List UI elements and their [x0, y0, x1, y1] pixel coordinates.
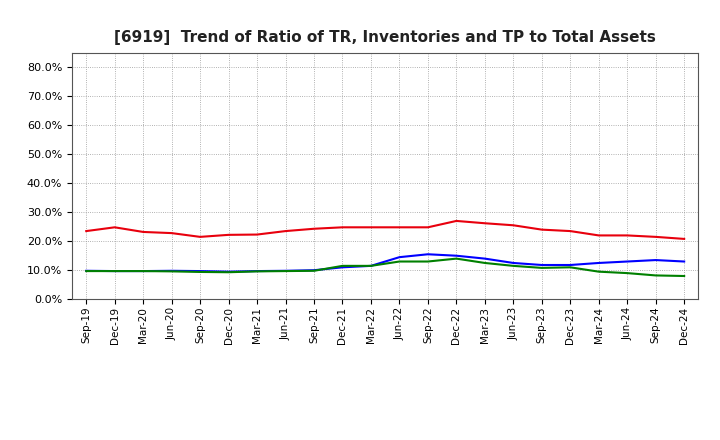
- Trade Payables: [480, 260, 489, 266]
- Inventories: [595, 260, 603, 266]
- Trade Payables: [595, 269, 603, 274]
- Trade Payables: [167, 269, 176, 274]
- Inventories: [282, 268, 290, 273]
- Trade Payables: [680, 273, 688, 279]
- Inventories: [310, 268, 318, 273]
- Trade Receivables: [253, 232, 261, 237]
- Inventories: [225, 269, 233, 274]
- Trade Payables: [139, 268, 148, 274]
- Title: [6919]  Trend of Ratio of TR, Inventories and TP to Total Assets: [6919] Trend of Ratio of TR, Inventories…: [114, 29, 656, 45]
- Trade Payables: [253, 269, 261, 274]
- Line: Trade Payables: Trade Payables: [86, 259, 684, 276]
- Trade Payables: [110, 268, 119, 274]
- Trade Receivables: [225, 232, 233, 238]
- Trade Receivables: [680, 236, 688, 242]
- Trade Payables: [310, 268, 318, 273]
- Trade Payables: [366, 263, 375, 268]
- Inventories: [623, 259, 631, 264]
- Inventories: [366, 263, 375, 268]
- Trade Receivables: [537, 227, 546, 232]
- Inventories: [680, 259, 688, 264]
- Trade Receivables: [139, 229, 148, 235]
- Trade Payables: [623, 271, 631, 276]
- Inventories: [537, 262, 546, 268]
- Inventories: [480, 256, 489, 261]
- Trade Payables: [423, 259, 432, 264]
- Inventories: [167, 268, 176, 273]
- Line: Trade Receivables: Trade Receivables: [86, 221, 684, 239]
- Inventories: [452, 253, 461, 258]
- Inventories: [423, 252, 432, 257]
- Inventories: [196, 268, 204, 274]
- Trade Payables: [196, 269, 204, 275]
- Inventories: [509, 260, 518, 266]
- Trade Payables: [282, 268, 290, 274]
- Trade Receivables: [196, 234, 204, 239]
- Trade Receivables: [623, 233, 631, 238]
- Trade Payables: [338, 263, 347, 268]
- Trade Receivables: [338, 225, 347, 230]
- Trade Payables: [82, 268, 91, 274]
- Trade Payables: [395, 259, 404, 264]
- Trade Receivables: [82, 228, 91, 234]
- Trade Receivables: [167, 231, 176, 236]
- Trade Receivables: [282, 228, 290, 234]
- Trade Receivables: [595, 233, 603, 238]
- Trade Receivables: [110, 225, 119, 230]
- Inventories: [338, 265, 347, 270]
- Trade Receivables: [310, 226, 318, 231]
- Trade Payables: [452, 256, 461, 261]
- Inventories: [110, 268, 119, 274]
- Inventories: [82, 268, 91, 273]
- Trade Payables: [225, 270, 233, 275]
- Trade Receivables: [480, 220, 489, 226]
- Trade Receivables: [452, 218, 461, 224]
- Trade Receivables: [366, 225, 375, 230]
- Trade Receivables: [509, 223, 518, 228]
- Trade Payables: [652, 273, 660, 278]
- Trade Payables: [509, 263, 518, 268]
- Trade Payables: [537, 265, 546, 271]
- Inventories: [652, 257, 660, 263]
- Inventories: [566, 262, 575, 268]
- Inventories: [395, 254, 404, 260]
- Trade Payables: [566, 265, 575, 270]
- Trade Receivables: [566, 228, 575, 234]
- Inventories: [139, 268, 148, 274]
- Trade Receivables: [652, 234, 660, 239]
- Trade Receivables: [423, 225, 432, 230]
- Trade Receivables: [395, 225, 404, 230]
- Inventories: [253, 268, 261, 274]
- Line: Inventories: Inventories: [86, 254, 684, 271]
